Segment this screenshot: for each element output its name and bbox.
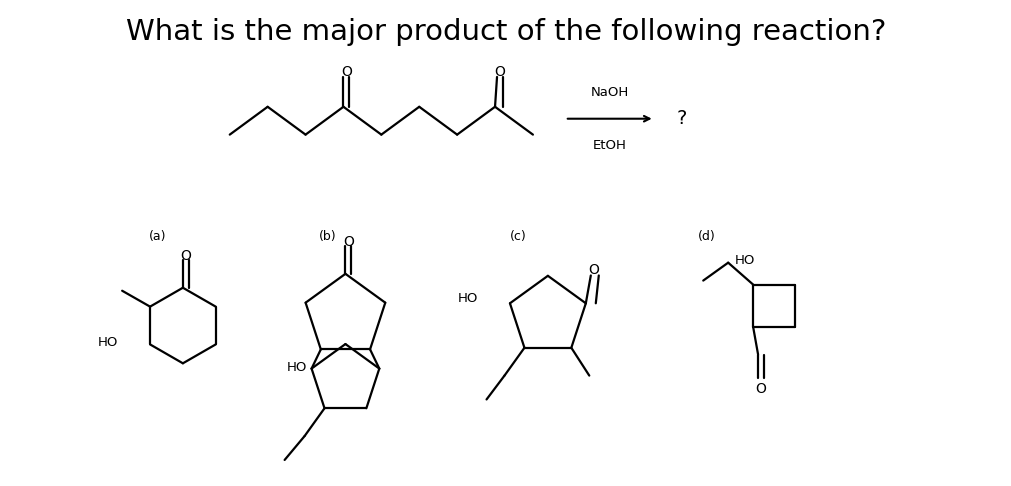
- Text: HO: HO: [286, 361, 306, 374]
- Text: O: O: [180, 249, 191, 263]
- Text: What is the major product of the following reaction?: What is the major product of the followi…: [125, 18, 886, 46]
- Text: O: O: [755, 382, 765, 397]
- Text: (d): (d): [697, 229, 715, 243]
- Text: NaOH: NaOH: [590, 86, 628, 99]
- Text: (a): (a): [149, 229, 167, 243]
- Text: EtOH: EtOH: [592, 139, 626, 152]
- Text: O: O: [587, 263, 599, 278]
- Text: (c): (c): [510, 229, 526, 243]
- Text: O: O: [343, 235, 354, 249]
- Text: HO: HO: [734, 254, 754, 267]
- Text: O: O: [341, 65, 352, 79]
- Text: HO: HO: [98, 336, 118, 349]
- Text: HO: HO: [457, 292, 477, 305]
- Text: O: O: [494, 65, 504, 79]
- Text: (b): (b): [318, 229, 336, 243]
- Text: ?: ?: [676, 109, 686, 128]
